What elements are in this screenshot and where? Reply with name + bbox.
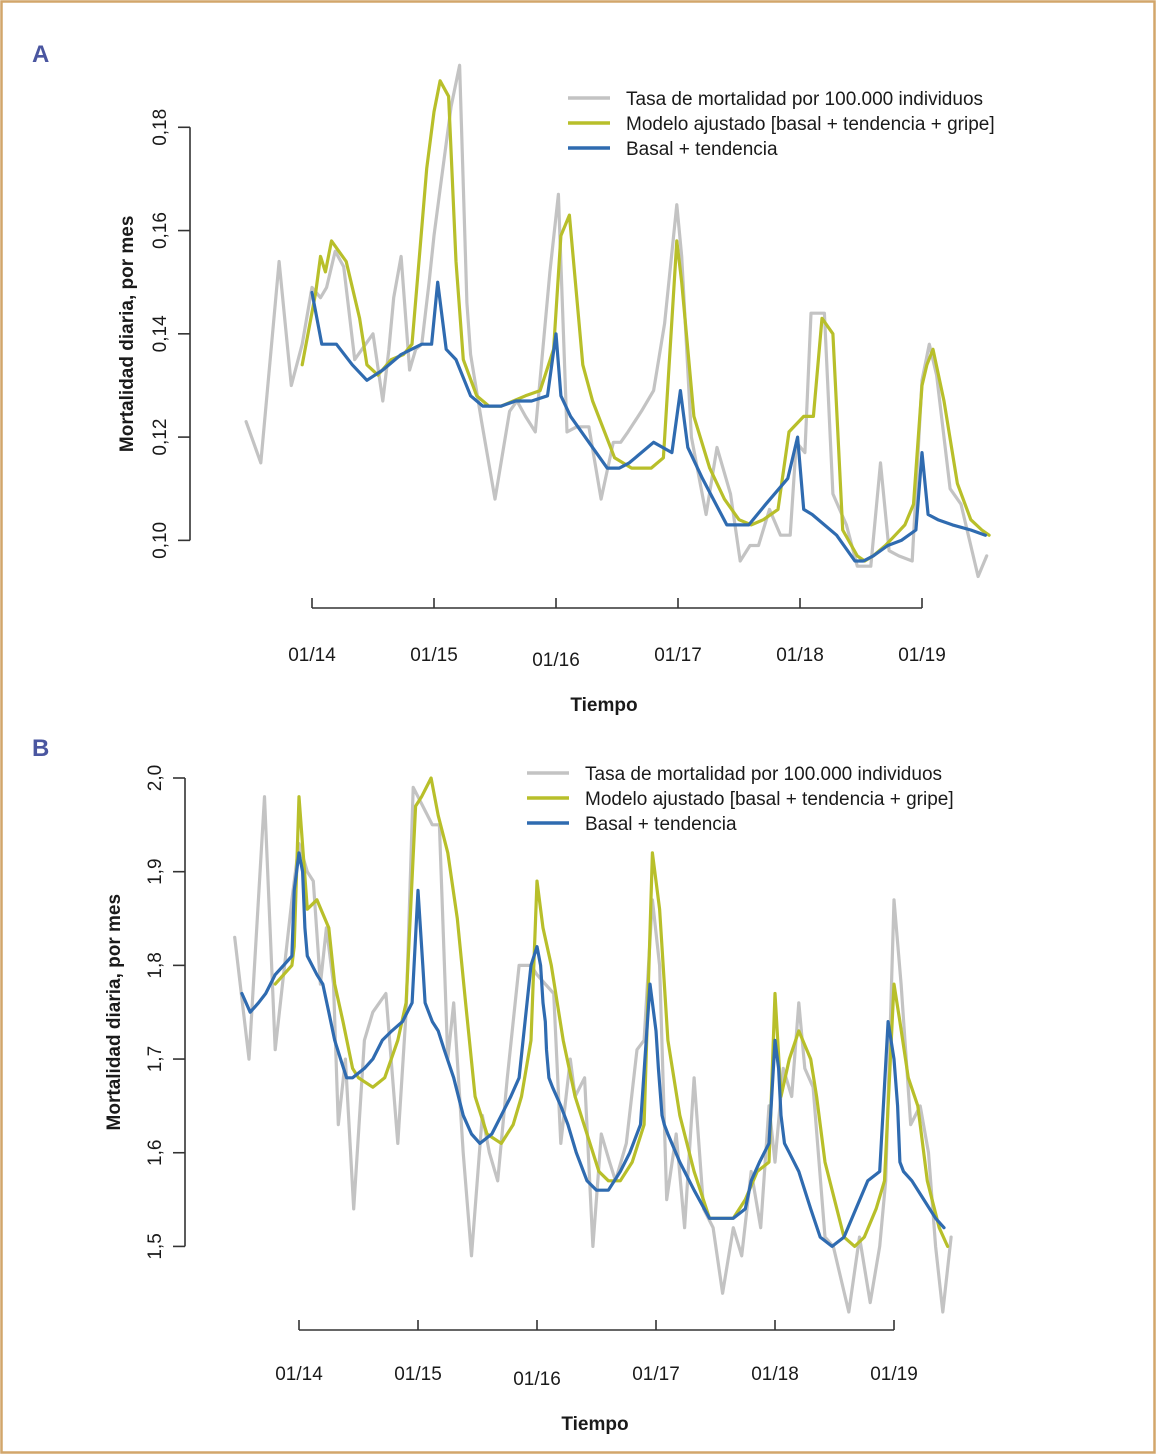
y-tick-label: 0,12 (150, 419, 171, 456)
x-tick-label: 01/17 (654, 645, 702, 666)
legend-label-blue: Basal + tendencia (585, 814, 737, 835)
y-tick-label: 1,9 (145, 858, 166, 884)
series-line-blue (310, 280, 988, 563)
chart-panel-a: 0,10 0,12 0,14 0,16 0,18 01/14 01/15 01/16 01/17… (117, 63, 995, 716)
x-tick-label: 01/17 (632, 1364, 680, 1385)
x-tick-label: 01/19 (870, 1364, 918, 1385)
y-axis-title: Mortalidad diaria, por mes (117, 216, 138, 453)
panel-letter-b: B (32, 735, 49, 762)
legend-label-green: Modelo ajustado [basal + tendencia + gri… (585, 789, 954, 810)
x-tick-label: 01/19 (898, 645, 946, 666)
legend-label-blue: Basal + tendencia (626, 139, 778, 160)
series-line-gray (233, 785, 953, 1314)
x-tick-label: 01/14 (275, 1364, 323, 1385)
y-tick-label: 0,14 (150, 315, 171, 352)
y-tick-label: 2,0 (145, 765, 166, 791)
legend-label-gray: Tasa de mortalidad por 100.000 individuo… (585, 764, 942, 785)
x-tick-label: 01/18 (751, 1364, 799, 1385)
x-axis-title: Tiempo (570, 695, 637, 716)
y-tick-label: 1,5 (145, 1233, 166, 1259)
y-tick-label: 0,16 (150, 212, 171, 249)
legend-label-green: Modelo ajustado [basal + tendencia + gri… (626, 114, 995, 135)
x-tick-label: 01/15 (410, 645, 458, 666)
x-tick-label: 01/15 (394, 1364, 442, 1385)
y-tick-label: 1,8 (145, 952, 166, 978)
series-line-green (273, 776, 950, 1249)
y-axis-title: Mortalidad diaria, por mes (104, 894, 125, 1130)
panel-letter-a: A (32, 41, 49, 68)
series-line-blue (240, 851, 946, 1249)
x-tick-label: 01/18 (776, 645, 824, 666)
y-tick-label: 0,10 (150, 522, 171, 559)
y-tick-label: 0,18 (150, 109, 171, 146)
legend-label-gray: Tasa de mortalidad por 100.000 individuo… (626, 89, 983, 110)
x-tick-label: 01/16 (532, 650, 580, 671)
x-tick-label: 01/16 (513, 1369, 561, 1390)
y-tick-label: 1,7 (145, 1046, 166, 1072)
y-tick-label: 1,6 (145, 1140, 166, 1166)
chart-panel-b: 1,5 1,6 1,7 1,8 1,9 2,0 01/14 01/15 01/16 01/17 01… (104, 764, 954, 1435)
x-axis-title: Tiempo (561, 1414, 628, 1435)
x-tick-label: 01/14 (288, 645, 336, 666)
